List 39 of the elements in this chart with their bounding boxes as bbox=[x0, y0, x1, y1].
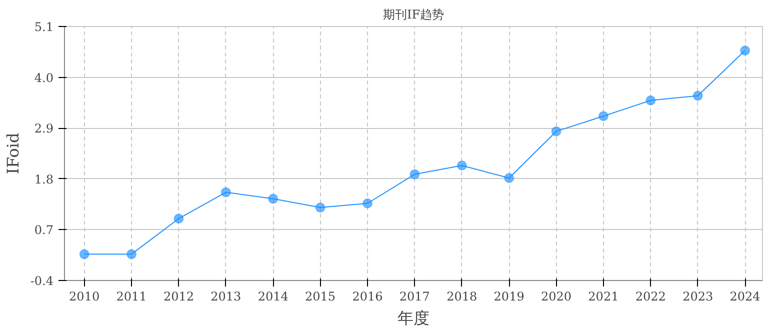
x-tick-label: 2021 bbox=[588, 290, 619, 304]
y-axis-title: IFoid bbox=[3, 132, 22, 174]
x-tick-label: 2016 bbox=[352, 290, 383, 304]
point bbox=[174, 214, 184, 224]
point bbox=[315, 202, 326, 213]
x-tick-label: 2015 bbox=[305, 290, 336, 304]
y-tick-label: 0.7 bbox=[34, 223, 54, 238]
point bbox=[126, 249, 137, 260]
x-tick-label: 2019 bbox=[494, 290, 524, 304]
point bbox=[692, 90, 703, 101]
x-tick-label: 2024 bbox=[730, 290, 761, 304]
y-tick-label: 2.9 bbox=[34, 122, 54, 136]
point bbox=[598, 111, 608, 122]
point bbox=[646, 95, 656, 106]
y-tick-label: -0.4 bbox=[30, 274, 54, 288]
chart-title: 期刊IF趋势 bbox=[382, 8, 444, 22]
point bbox=[220, 187, 231, 198]
x-tick-label: 2012 bbox=[163, 290, 194, 304]
x-tick-label: 2011 bbox=[116, 290, 147, 304]
x-tick-label: 2023 bbox=[682, 290, 714, 304]
x-tick-label: 2010 bbox=[69, 290, 100, 304]
point bbox=[79, 249, 90, 260]
x-axis-title: 年度 bbox=[398, 308, 430, 328]
point bbox=[268, 194, 278, 204]
y-tick-label: 5.1 bbox=[34, 20, 54, 34]
point bbox=[551, 126, 562, 136]
x-tick-label: 2013 bbox=[210, 290, 242, 304]
point bbox=[410, 169, 420, 180]
point bbox=[504, 172, 514, 183]
x-tick-label: 2014 bbox=[258, 290, 289, 304]
y-tick-label: 1.8 bbox=[34, 172, 54, 186]
y-tick-label: 4.0 bbox=[34, 70, 54, 85]
x-tick-label: 2020 bbox=[540, 290, 572, 304]
point bbox=[456, 160, 467, 170]
x-tick-label: 2022 bbox=[635, 290, 666, 304]
x-tick-label: 2018 bbox=[446, 290, 478, 304]
point bbox=[362, 198, 372, 208]
x-tick-label: 2017 bbox=[399, 290, 430, 304]
point bbox=[740, 46, 750, 56]
